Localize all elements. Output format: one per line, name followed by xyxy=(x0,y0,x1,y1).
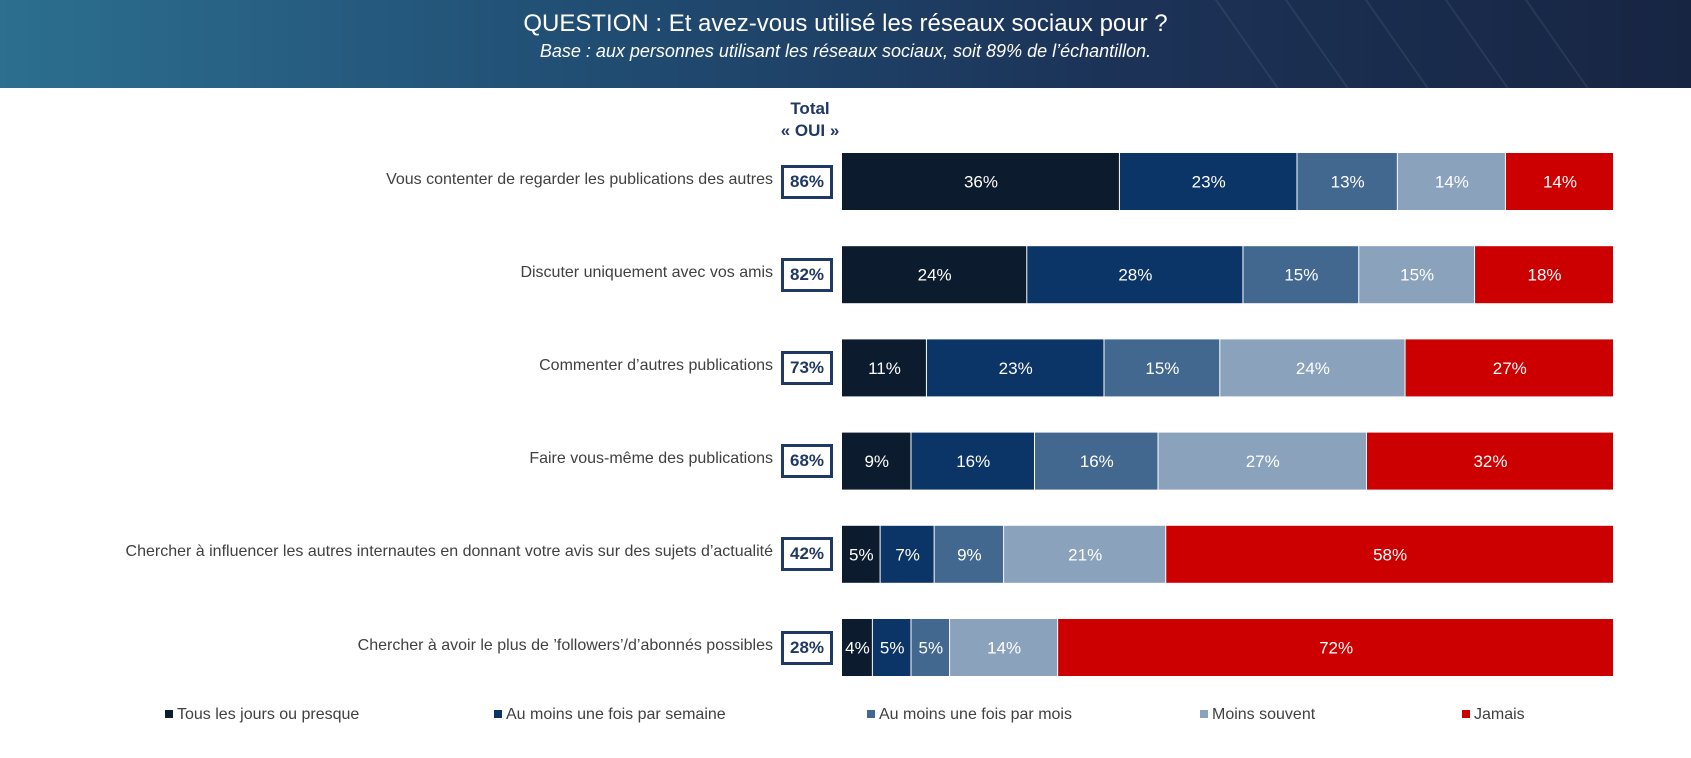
total-oui-badge: 28% xyxy=(781,630,833,665)
bar-segment xyxy=(1405,339,1613,397)
bar-data-label: 23% xyxy=(1192,173,1226,192)
total-header-line1: Total xyxy=(790,99,830,118)
bar-data-label: 5% xyxy=(880,639,905,658)
bar-segment xyxy=(1035,432,1158,490)
bar-data-label: 27% xyxy=(1493,359,1527,378)
bar-segment xyxy=(872,619,911,676)
bar-segment xyxy=(911,432,1034,490)
chart-legend: Tous les jours ou presque Au moins une fo… xyxy=(0,706,1691,730)
legend-label: Au moins une fois par semaine xyxy=(506,706,726,723)
bar-data-label: 27% xyxy=(1246,452,1280,471)
bar-segment xyxy=(1475,246,1613,304)
legend-label: Moins souvent xyxy=(1212,706,1316,723)
bar-segment xyxy=(950,619,1058,676)
bar-data-label: 15% xyxy=(1400,266,1434,285)
bar-segment xyxy=(1058,619,1613,676)
bar-data-label: 18% xyxy=(1528,266,1562,285)
bar-segment xyxy=(1220,339,1405,397)
legend-item: Au moins une fois par semaine xyxy=(494,706,726,724)
legend-item: Tous les jours ou presque xyxy=(165,706,359,724)
bar-data-label: 24% xyxy=(918,266,952,285)
total-oui-badge: 86% xyxy=(781,164,833,199)
bar-segment xyxy=(926,339,1104,397)
page-title: QUESTION : Et avez-vous utilisé les rése… xyxy=(523,10,1168,37)
total-column-header: Total « OUI » xyxy=(760,98,860,142)
bar-data-label: 4% xyxy=(845,639,870,658)
bar-data-label: 28% xyxy=(1118,266,1152,285)
legend-swatch xyxy=(1200,710,1208,718)
legend-item: Au moins une fois par mois xyxy=(867,706,1072,724)
bar-segment xyxy=(1119,153,1297,210)
bar-segment xyxy=(842,246,1027,304)
total-oui-badge: 42% xyxy=(781,537,833,572)
row-label: Discuter uniquement avec vos amis xyxy=(520,263,773,281)
header-banner: QUESTION : Et avez-vous utilisé les rése… xyxy=(0,0,1691,88)
legend-item: Jamais xyxy=(1462,706,1525,724)
bar-segment xyxy=(1243,246,1359,304)
bar-segment xyxy=(1505,153,1613,210)
bar-data-label: 24% xyxy=(1296,359,1330,378)
bar-segment xyxy=(842,153,1119,210)
page-subtitle: Base : aux personnes utilisant les résea… xyxy=(539,41,1152,61)
bar-data-label: 15% xyxy=(1145,359,1179,378)
bar-data-label: 14% xyxy=(987,639,1021,658)
row-label: Commenter d’autres publications xyxy=(539,356,773,374)
bar-segment xyxy=(1166,525,1613,583)
bar-segment xyxy=(1366,432,1613,490)
bar-segment xyxy=(1359,246,1475,304)
bar-data-label: 15% xyxy=(1284,266,1318,285)
row-label: Chercher à influencer les autres interna… xyxy=(125,543,773,561)
bar-data-label: 36% xyxy=(964,173,998,192)
legend-swatch xyxy=(165,710,173,718)
bar-data-label: 7% xyxy=(895,545,920,564)
legend-label: Au moins une fois par mois xyxy=(879,706,1072,723)
bar-segment xyxy=(911,619,950,676)
bar-segment xyxy=(1004,525,1166,583)
legend-swatch xyxy=(494,710,502,718)
bar-data-label: 11% xyxy=(868,359,901,378)
bar-segment xyxy=(1297,153,1397,210)
legend-swatch xyxy=(1462,710,1470,718)
bar-data-label: 5% xyxy=(918,639,943,658)
bar-segment xyxy=(934,525,1004,583)
row-label: Chercher à avoir le plus de ’followers’/… xyxy=(357,636,773,654)
bar-segment xyxy=(842,525,880,583)
total-oui-badge: 73% xyxy=(781,350,833,385)
bar-segment xyxy=(842,619,872,676)
row-label: Faire vous-même des publications xyxy=(529,450,773,468)
bar-data-label: 16% xyxy=(956,452,990,471)
bar-data-label: 21% xyxy=(1068,545,1102,564)
bar-segment xyxy=(1027,246,1243,304)
total-oui-badge: 68% xyxy=(781,444,833,479)
stacked-bar-chart: 36% 23% 13% 14% 14% 24% 28% 15% 15% 18% 11% 23% 15% 2… xyxy=(842,153,1613,676)
bar-data-label: 13% xyxy=(1331,173,1365,192)
bar-data-label: 32% xyxy=(1473,452,1507,471)
bar-segment xyxy=(880,525,934,583)
row-label: Vous contenter de regarder les publicati… xyxy=(386,170,773,188)
bar-segment xyxy=(1397,153,1505,210)
bar-data-label: 23% xyxy=(999,359,1033,378)
bar-data-label: 9% xyxy=(864,452,889,471)
total-oui-badge: 82% xyxy=(781,257,833,292)
bar-data-label: 14% xyxy=(1435,173,1469,192)
legend-swatch xyxy=(867,710,875,718)
bar-segment xyxy=(1104,339,1220,397)
legend-label: Jamais xyxy=(1474,706,1525,723)
bar-segment xyxy=(842,432,911,490)
bar-segment xyxy=(1158,432,1366,490)
bar-data-label: 16% xyxy=(1080,452,1114,471)
bar-data-label: 9% xyxy=(957,545,982,564)
legend-item: Moins souvent xyxy=(1200,706,1315,724)
bar-data-label: 5% xyxy=(849,545,874,564)
bar-data-label: 72% xyxy=(1319,639,1353,658)
total-header-line2: « OUI » xyxy=(780,121,840,140)
bar-segment xyxy=(842,339,926,397)
bar-data-label: 58% xyxy=(1373,545,1407,564)
bar-data-label: 14% xyxy=(1543,173,1577,192)
legend-label: Tous les jours ou presque xyxy=(177,706,360,723)
